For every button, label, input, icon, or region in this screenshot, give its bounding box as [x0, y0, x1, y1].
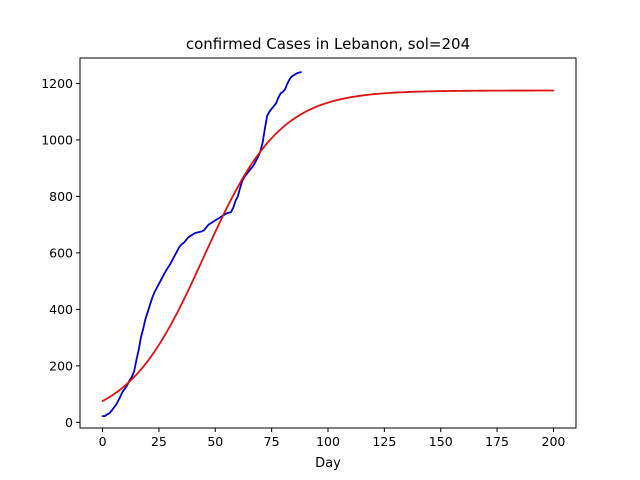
x-tick-label: 0 — [99, 434, 107, 449]
series-layer — [101, 71, 555, 418]
y-tick-label: 0 — [65, 415, 73, 430]
y-tick-label: 1000 — [41, 132, 73, 147]
x-tick-label: 175 — [485, 434, 509, 449]
y-tick-label: 400 — [49, 302, 73, 317]
axes-background — [80, 58, 576, 428]
y-axis-ticks: 0 200 400 600 800 1000 1200 — [41, 76, 80, 430]
plot-area — [80, 58, 576, 428]
x-tick-label: 100 — [316, 434, 340, 449]
y-tick-label: 800 — [49, 189, 73, 204]
x-axis-ticks: 0 25 50 75 100 125 150 175 200 — [99, 428, 566, 449]
x-tick-label: 75 — [264, 434, 280, 449]
x-tick-label: 50 — [207, 434, 223, 449]
x-axis-label: Day — [315, 456, 341, 471]
chart-title: confirmed Cases in Lebanon, sol=204 — [186, 35, 470, 53]
series-line-blue — [101, 71, 302, 418]
x-tick-label: 25 — [151, 434, 167, 449]
y-tick-label: 1200 — [41, 76, 73, 91]
y-tick-label: 200 — [49, 358, 73, 373]
x-tick-label: 200 — [542, 434, 566, 449]
x-tick-label: 150 — [429, 434, 453, 449]
y-tick-label: 600 — [49, 245, 73, 260]
series-line-red — [101, 89, 555, 402]
x-tick-label: 125 — [372, 434, 396, 449]
